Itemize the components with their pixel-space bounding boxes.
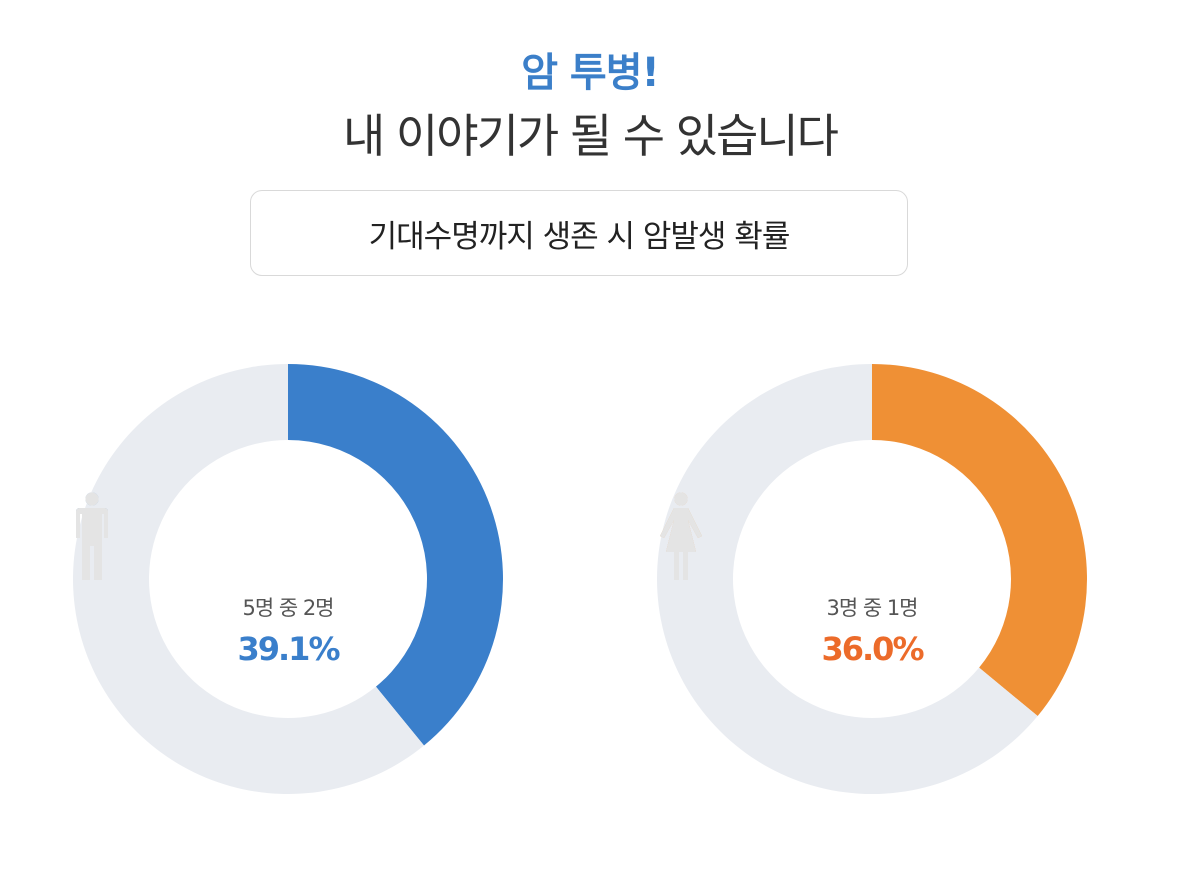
female-donut-slice-value <box>872 364 1087 717</box>
male-donut-slice-value <box>288 364 503 746</box>
male-percent-label: 39.1% <box>237 630 340 668</box>
male-donut-slice-remainder <box>73 364 425 794</box>
female-donut-svg <box>657 364 1087 794</box>
title-accent: 암 투병! <box>521 50 660 96</box>
subtitle-box: 기대수명까지 생존 시 암발생 확률 <box>250 190 908 276</box>
subtitle-text: 기대수명까지 생존 시 암발생 확률 <box>368 218 791 255</box>
male-donut-svg <box>73 364 503 794</box>
page-title: 내 이야기가 될 수 있습니다 <box>342 109 839 163</box>
female-count-label: 3명 중 1명 <box>826 596 918 620</box>
female-donut-slice-remainder <box>657 364 1038 794</box>
male-count-label: 5명 중 2명 <box>242 596 334 620</box>
male-donut-chart: 5명 중 2명 39.1% <box>73 364 503 794</box>
female-donut-chart: 3명 중 1명 36.0% <box>657 364 1087 794</box>
female-percent-label: 36.0% <box>821 630 924 668</box>
woman-icon <box>660 492 702 580</box>
man-icon <box>76 492 108 580</box>
